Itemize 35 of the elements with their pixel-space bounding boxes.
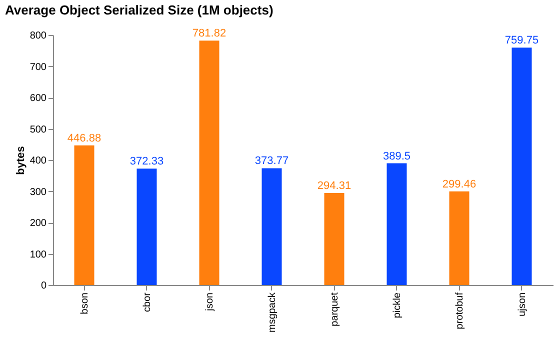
bar bbox=[449, 191, 470, 285]
data-label: 294.31 bbox=[317, 180, 352, 192]
bar bbox=[136, 168, 157, 285]
y-tick-label: 500 bbox=[30, 124, 47, 136]
y-tick-label: 200 bbox=[30, 218, 47, 229]
bar bbox=[324, 193, 344, 285]
data-label: 759.75 bbox=[504, 34, 539, 47]
y-tick-label: 300 bbox=[30, 186, 47, 198]
x-tick-label: ujson bbox=[516, 292, 528, 316]
y-tick-label: 100 bbox=[30, 249, 47, 260]
y-tick-label: 700 bbox=[30, 62, 47, 73]
data-label: 781.82 bbox=[192, 28, 226, 40]
x-tick-label: protobuf bbox=[454, 292, 466, 330]
x-tick-label: parquet bbox=[329, 292, 340, 326]
x-tick-label: cbor bbox=[142, 292, 153, 312]
bar bbox=[262, 168, 282, 285]
data-label: 389.5 bbox=[382, 150, 411, 162]
y-tick-label: 600 bbox=[30, 93, 47, 104]
bar bbox=[386, 163, 407, 285]
data-label: 372.33 bbox=[130, 156, 164, 168]
x-tick-label: json bbox=[204, 292, 216, 312]
x-tick-label: msgpack bbox=[266, 292, 278, 333]
data-label: 373.77 bbox=[254, 155, 289, 168]
bar bbox=[199, 40, 220, 285]
data-label: 299.46 bbox=[442, 178, 476, 190]
y-axis-title: bytes bbox=[14, 146, 27, 175]
y-tick-label: 800 bbox=[30, 30, 47, 42]
x-tick-label: pickle bbox=[392, 292, 403, 318]
y-tick-label: 400 bbox=[30, 156, 47, 166]
chart-title: Average Object Serialized Size (1M objects) bbox=[5, 2, 274, 18]
y-tick-label: 0 bbox=[40, 280, 47, 292]
bar bbox=[512, 48, 532, 285]
bar bbox=[74, 145, 94, 285]
data-label: 446.88 bbox=[67, 132, 102, 144]
x-tick-label: bson bbox=[79, 292, 90, 314]
